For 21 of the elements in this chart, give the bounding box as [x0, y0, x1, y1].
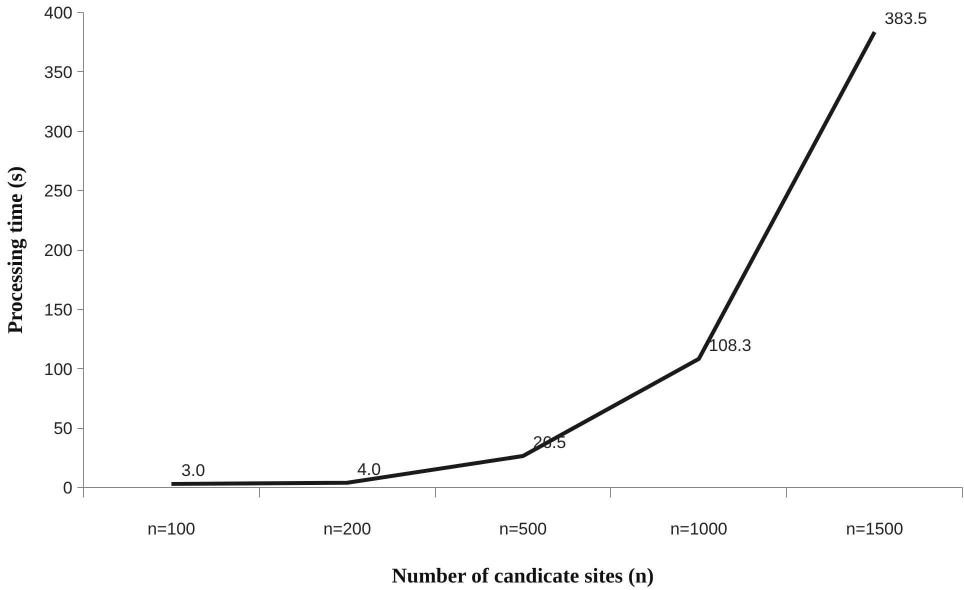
line-series	[169, 30, 877, 486]
y-tick-label: 250	[44, 182, 73, 201]
y-tick-label: 400	[44, 4, 73, 22]
y-tick-label: 100	[44, 360, 73, 379]
x-tick-label: n=1500	[846, 520, 904, 538]
data-label: 383.5	[884, 9, 928, 28]
data-label: 3.0	[181, 460, 206, 480]
y-tick-label: 300	[44, 122, 73, 142]
data-label: 108.3	[708, 336, 752, 355]
y-tick-label: 200	[44, 241, 73, 260]
y-tick-label: 350	[44, 62, 73, 82]
x-tick-label: n=100	[148, 520, 196, 538]
y-tick-label: 50	[54, 419, 73, 438]
y-tick-label: 150	[44, 300, 73, 320]
x-tick-label: n=500	[499, 520, 547, 538]
x-axis-title: Number of candicate sites (n)	[392, 564, 654, 588]
data-label: 4.0	[357, 460, 381, 479]
x-tick-label: n=1000	[670, 520, 728, 538]
y-axis-title: Processing time (s)	[3, 166, 28, 334]
y-tick-label: 0	[63, 478, 73, 498]
x-tick-label: n=200	[323, 520, 372, 538]
